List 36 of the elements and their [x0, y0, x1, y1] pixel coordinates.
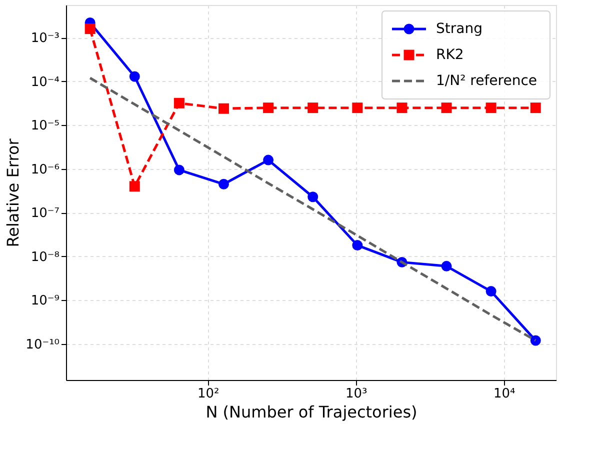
x-axis-title: N (Number of Trajectories)	[206, 402, 418, 422]
point	[352, 240, 363, 251]
point	[263, 154, 274, 166]
x-tick-label: 10²	[197, 386, 220, 402]
point	[486, 286, 496, 297]
point	[308, 102, 318, 114]
y-tick-label: 10⁻³	[30, 31, 60, 46]
point	[530, 102, 541, 114]
point	[218, 103, 229, 114]
point	[308, 192, 318, 202]
y-tick-label: 10⁻⁵	[30, 118, 60, 134]
x-tick-label: 10⁴	[493, 386, 516, 402]
y-tick-label: 10⁻⁴	[30, 74, 60, 90]
point	[486, 102, 496, 114]
y-tick-label: 10⁻⁸	[30, 250, 60, 265]
point	[174, 98, 184, 108]
y-tick-label: 10⁻⁶	[30, 162, 60, 178]
legend-label: Strang	[436, 21, 482, 37]
point	[174, 164, 184, 176]
point	[218, 178, 229, 190]
point	[441, 102, 452, 114]
legend-label: 1/N² reference	[436, 73, 538, 89]
y-axis-title: Relative Error	[4, 138, 23, 248]
point	[530, 335, 541, 346]
point	[396, 102, 408, 114]
point	[129, 71, 140, 82]
y-tick-label: 10⁻¹⁰	[26, 337, 60, 352]
y-tick-label: 10⁻⁷	[30, 206, 60, 222]
point	[129, 181, 140, 192]
y-tick-label: 10⁻⁹	[30, 294, 60, 309]
point	[441, 260, 452, 272]
point	[263, 102, 274, 114]
x-tick-label: 10³	[345, 386, 368, 402]
point	[352, 102, 363, 114]
point	[84, 24, 96, 34]
legend-label: RK2	[436, 47, 464, 63]
